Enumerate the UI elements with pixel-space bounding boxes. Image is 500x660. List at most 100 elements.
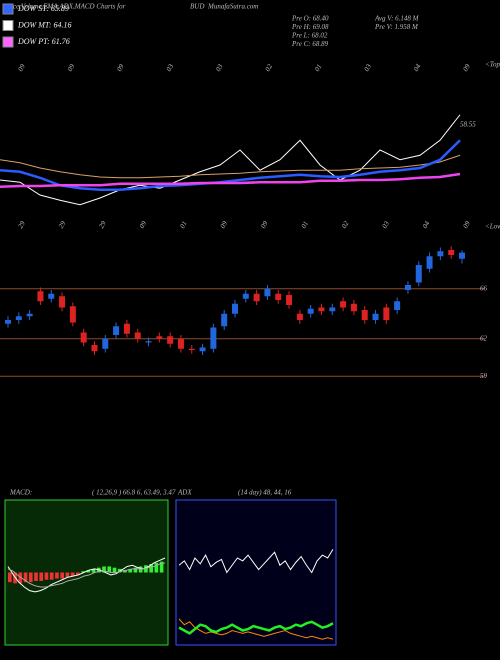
macd-params: ( 12,26,9 ) 66.8 6, 63.49, 3.47 (92, 489, 176, 497)
candle-body (123, 323, 130, 334)
stat: Pre V: 1.958 M (374, 23, 419, 31)
legend-label: DOW ST: 65.89 (17, 4, 69, 13)
candle-body (448, 250, 455, 255)
legend-swatch (2, 36, 14, 48)
candle-body (210, 327, 217, 349)
candle-body (221, 313, 228, 327)
series-line (7, 557, 166, 593)
date-label: 09 (115, 62, 126, 72)
date-label: 02 (264, 62, 275, 72)
histogram-bar (23, 572, 28, 583)
macd-title: MACD: (9, 489, 32, 497)
candle-body (426, 256, 433, 269)
histogram-bar (65, 572, 70, 578)
histogram-bar (102, 566, 106, 573)
candle-body (26, 313, 33, 317)
histogram-bar (8, 572, 12, 583)
stat: Pre L: 68.02 (291, 32, 328, 40)
date-label: 29 (97, 219, 108, 229)
candle-body (242, 293, 249, 299)
histogram-bar (133, 567, 138, 573)
stat: Avg V: 6.148 M (374, 15, 420, 23)
candle-body (296, 313, 303, 320)
candle-body (134, 332, 141, 339)
date-label: 04 (412, 62, 423, 72)
legend-swatch (2, 20, 14, 31)
annotation: 58.55 (460, 121, 476, 129)
date-label: 01 (300, 220, 310, 230)
header-site: MunafaSutra.com (207, 3, 258, 11)
candle-body (5, 320, 11, 324)
date-label: 02 (340, 219, 351, 229)
candle-body (69, 306, 76, 323)
candle-body (59, 296, 66, 308)
candle-body (437, 251, 444, 257)
header-symbol: BUD (190, 3, 204, 11)
candle-body (329, 307, 336, 312)
candle-body (275, 293, 282, 300)
candle-body (394, 301, 401, 310)
series-line (178, 549, 334, 574)
stat: Pre C: 68.89 (291, 40, 329, 48)
date-label: 29 (16, 219, 27, 229)
date-label: 04 (421, 219, 432, 229)
histogram-bar (55, 572, 59, 579)
candle-body (459, 252, 465, 259)
series-line (0, 154, 461, 179)
y-tick-label: 66 (480, 284, 488, 292)
date-label: 09 (461, 62, 472, 72)
histogram-bar (28, 572, 33, 583)
candle-body (318, 307, 325, 312)
adx-panel (175, 499, 337, 646)
histogram-bar (34, 572, 38, 581)
header-title: Price,Volume,EMA,ADX,MACD Charts for (3, 3, 126, 11)
series-line (0, 114, 461, 206)
candle-body (15, 316, 22, 320)
legend-label: DOW PT: 61.76 (17, 37, 70, 46)
side-label: <Lows (485, 223, 500, 231)
histogram-bar (76, 572, 80, 575)
histogram-bar (123, 570, 127, 573)
date-label: 09 (219, 219, 230, 229)
candle-body (91, 345, 98, 352)
histogram-bar (39, 572, 44, 581)
date-label: 03 (165, 62, 176, 72)
candle-body (340, 301, 347, 308)
legend-label: DOW MT: 64.16 (17, 20, 72, 29)
date-label: 09 (16, 62, 27, 72)
histogram-bar (138, 566, 143, 573)
candle-body (286, 295, 293, 305)
candle-body (199, 347, 206, 352)
series-line (0, 172, 461, 188)
series-line (178, 618, 334, 640)
stat: Pre H: 69.08 (291, 23, 329, 31)
candle-body (383, 307, 390, 320)
histogram-bar (18, 572, 23, 584)
date-label: 01 (178, 220, 188, 230)
candle-body (188, 348, 195, 350)
histogram-bar (117, 568, 122, 573)
histogram-bar (60, 572, 64, 579)
histogram-bar (49, 572, 54, 580)
candle-body (404, 285, 411, 290)
candle-body (48, 293, 55, 299)
adx-title: ADX (177, 489, 192, 497)
adx-params: (14 day) 48, 44, 16 (238, 489, 292, 497)
histogram-bar (91, 568, 96, 573)
date-label: 01 (313, 63, 323, 73)
candle-body (167, 336, 174, 344)
candle-body (80, 332, 87, 343)
histogram-bar (112, 567, 117, 573)
candle-body (232, 303, 238, 314)
histogram-bar (107, 566, 112, 573)
date-label: 09 (259, 219, 270, 229)
date-label: 03 (363, 62, 374, 72)
histogram-bar (149, 564, 153, 573)
date-label: 09 (138, 219, 149, 229)
y-tick-label: 59 (480, 372, 488, 380)
candle-body (145, 341, 152, 343)
candle-body (156, 336, 163, 339)
y-tick-label: 62 (480, 334, 488, 342)
legend-swatch (2, 3, 14, 15)
candle-body (361, 310, 368, 320)
